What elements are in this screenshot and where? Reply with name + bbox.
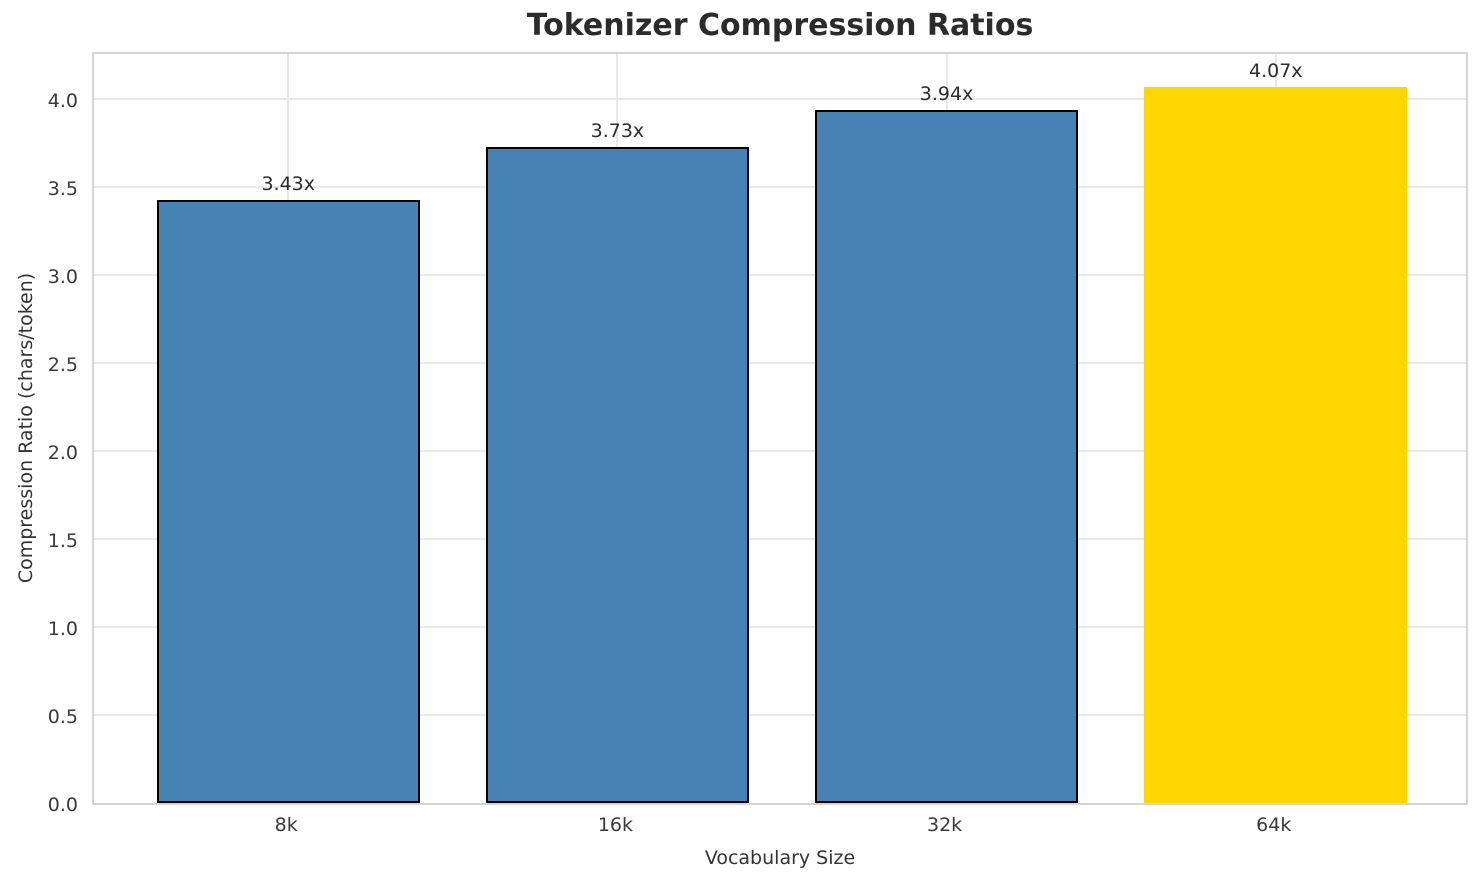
x-tick-8k: 8k — [274, 814, 298, 836]
bar-value-label-32k: 3.94x — [919, 82, 974, 105]
y-tick-0.5: 0.5 — [47, 706, 78, 729]
h-gridline-3.5 — [94, 186, 1466, 189]
x-tick-32k: 32k — [926, 814, 963, 836]
bar-16k — [485, 146, 750, 803]
y-tick-2.5: 2.5 — [47, 354, 78, 377]
bar-8k — [156, 199, 420, 803]
bar-32k — [814, 109, 1079, 803]
h-gridline-1.5 — [94, 538, 1466, 541]
y-tick-2.0: 2.0 — [47, 442, 78, 465]
y-tick-1.5: 1.5 — [47, 530, 78, 553]
bar-value-label-16k: 3.73x — [590, 119, 645, 142]
bar-value-label-64k: 4.07x — [1248, 59, 1303, 82]
plot-area: 3.43x 3.73x 3.94x 4.07x — [92, 52, 1468, 805]
y-tick-0.0: 0.0 — [47, 794, 78, 816]
x-tick-64k: 64k — [1256, 814, 1292, 836]
y-axis-label: Compression Ratio (chars/token) — [15, 272, 37, 584]
chart-title: Tokenizer Compression Ratios — [526, 8, 1034, 43]
y-tick-3.5: 3.5 — [47, 178, 78, 201]
bar-64k — [1144, 86, 1408, 803]
h-gridline-3.0 — [94, 274, 1466, 277]
h-gridline-2.0 — [94, 450, 1466, 453]
h-gridline-0.5 — [94, 714, 1466, 717]
y-tick-3.0: 3.0 — [47, 266, 78, 289]
h-gridline-1.0 — [94, 626, 1466, 629]
h-gridline-4.0 — [94, 98, 1466, 101]
h-gridline-2.5 — [94, 362, 1466, 365]
y-tick-1.0: 1.0 — [47, 618, 78, 641]
x-axis-label: Vocabulary Size — [704, 847, 856, 869]
y-tick-4.0: 4.0 — [47, 90, 78, 113]
x-tick-16k: 16k — [597, 814, 633, 836]
bar-value-label-8k: 3.43x — [261, 172, 315, 195]
